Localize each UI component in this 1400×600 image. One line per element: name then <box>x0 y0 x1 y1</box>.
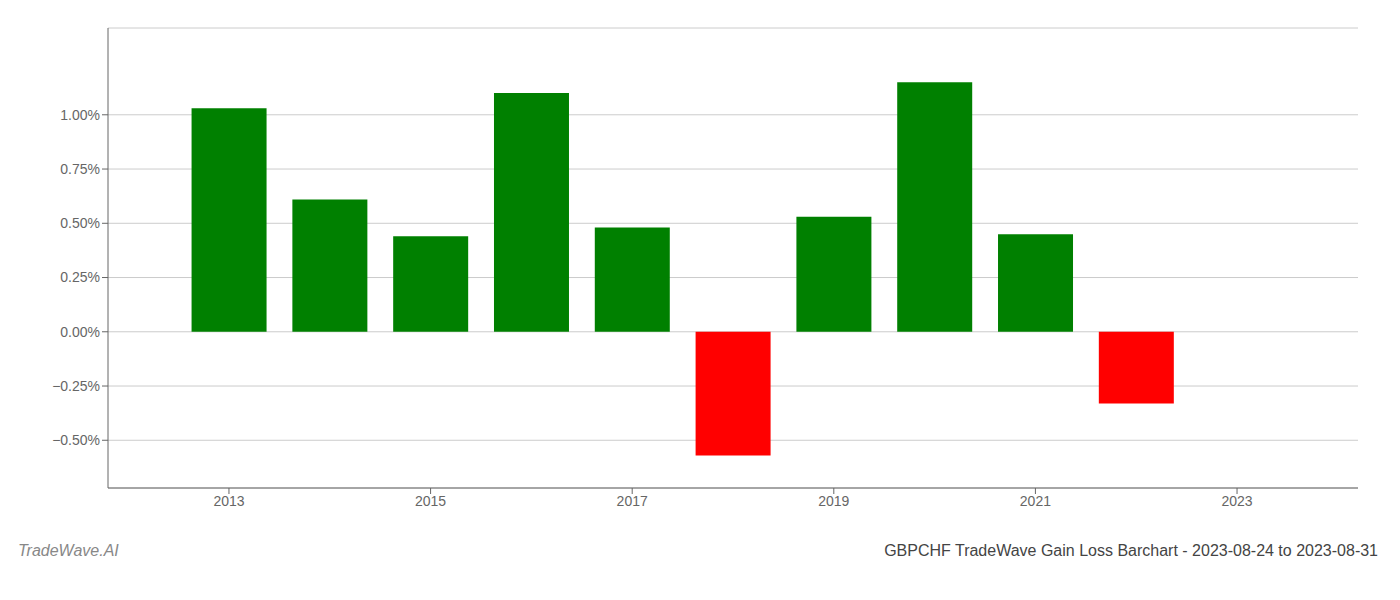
html-text:GBPCHF TradeWave Gain Loss Bar: GBPCHF TradeWave Gain Loss Barchart - 20… <box>884 542 1378 559</box>
svg-text:−0.50%: −0.50% <box>52 432 100 448</box>
svg-text:2019: 2019 <box>818 493 849 509</box>
svg-text:2017: 2017 <box>617 493 648 509</box>
svg-text:2021: 2021 <box>1020 493 1051 509</box>
svg-text:2023: 2023 <box>1221 493 1252 509</box>
svg-text:0.00%: 0.00% <box>60 324 100 340</box>
svg-text:2013: 2013 <box>213 493 244 509</box>
svg-text:2015: 2015 <box>415 493 446 509</box>
html-text:TradeWave.AI: TradeWave.AI <box>18 542 119 559</box>
svg-text:0.25%: 0.25% <box>60 269 100 285</box>
svg-text:0.75%: 0.75% <box>60 161 100 177</box>
svg-text:0.50%: 0.50% <box>60 215 100 231</box>
svg-text:1.00%: 1.00% <box>60 107 100 123</box>
svg-text:−0.25%: −0.25% <box>52 378 100 394</box>
